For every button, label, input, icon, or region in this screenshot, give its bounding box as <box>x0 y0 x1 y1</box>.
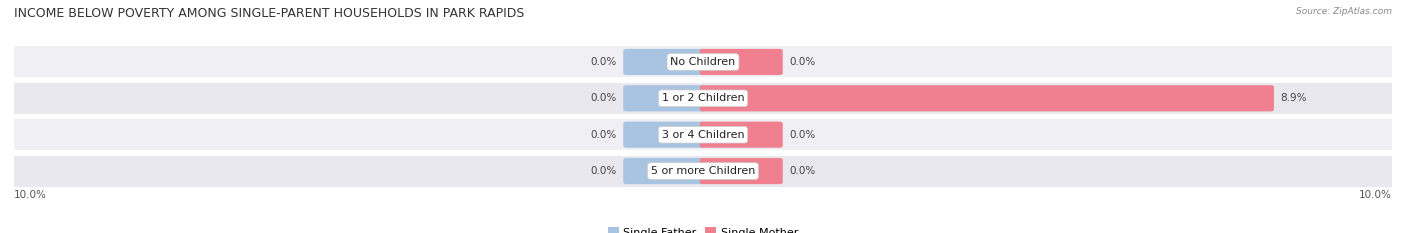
Text: 0.0%: 0.0% <box>789 130 815 140</box>
Text: 0.0%: 0.0% <box>789 57 815 67</box>
Text: 0.0%: 0.0% <box>591 57 617 67</box>
Text: 0.0%: 0.0% <box>591 166 617 176</box>
Text: No Children: No Children <box>671 57 735 67</box>
FancyBboxPatch shape <box>700 49 783 75</box>
FancyBboxPatch shape <box>14 156 1392 186</box>
Text: INCOME BELOW POVERTY AMONG SINGLE-PARENT HOUSEHOLDS IN PARK RAPIDS: INCOME BELOW POVERTY AMONG SINGLE-PARENT… <box>14 7 524 20</box>
FancyBboxPatch shape <box>700 122 783 148</box>
Text: 0.0%: 0.0% <box>591 93 617 103</box>
FancyBboxPatch shape <box>14 83 1392 114</box>
Text: 10.0%: 10.0% <box>1360 190 1392 200</box>
Text: Source: ZipAtlas.com: Source: ZipAtlas.com <box>1296 7 1392 16</box>
FancyBboxPatch shape <box>623 158 706 184</box>
Text: 1 or 2 Children: 1 or 2 Children <box>662 93 744 103</box>
Text: 0.0%: 0.0% <box>789 166 815 176</box>
Text: 5 or more Children: 5 or more Children <box>651 166 755 176</box>
Text: 8.9%: 8.9% <box>1281 93 1306 103</box>
FancyBboxPatch shape <box>700 158 783 184</box>
FancyBboxPatch shape <box>623 49 706 75</box>
FancyBboxPatch shape <box>14 47 1392 77</box>
FancyBboxPatch shape <box>623 85 706 111</box>
FancyBboxPatch shape <box>14 119 1392 150</box>
FancyBboxPatch shape <box>700 85 1274 111</box>
Legend: Single Father, Single Mother: Single Father, Single Mother <box>603 223 803 233</box>
Text: 0.0%: 0.0% <box>591 130 617 140</box>
FancyBboxPatch shape <box>623 122 706 148</box>
Text: 10.0%: 10.0% <box>14 190 46 200</box>
Text: 3 or 4 Children: 3 or 4 Children <box>662 130 744 140</box>
